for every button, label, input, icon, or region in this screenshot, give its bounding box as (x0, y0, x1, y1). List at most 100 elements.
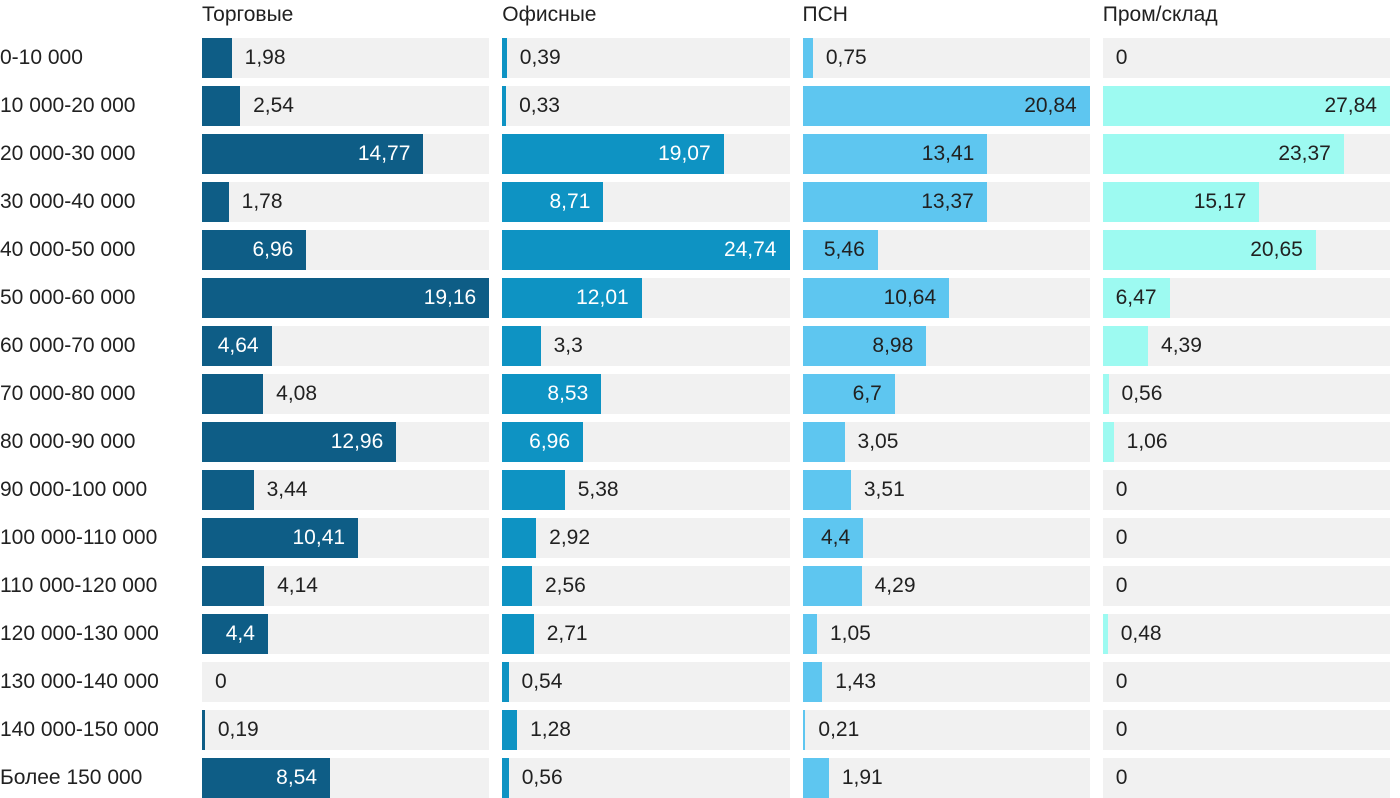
bar (802, 470, 851, 510)
bar-track: 0 (1102, 710, 1390, 750)
value-label: 2,54 (253, 94, 294, 117)
bar-track: 0 (202, 662, 490, 702)
value-label: 20,65 (1250, 238, 1303, 261)
bar-track: 13,41 (802, 134, 1090, 174)
bar (1102, 134, 1344, 174)
bar-track: 23,37 (1102, 134, 1390, 174)
value-label: 6,96 (252, 238, 294, 261)
value-label: 3,51 (863, 478, 905, 501)
value-label: 0,19 (217, 718, 259, 741)
bar-track: 0,56 (502, 758, 790, 798)
bar-track: 1,28 (502, 710, 790, 750)
column-header: Торговые (202, 3, 294, 26)
bar (802, 182, 987, 222)
bar (502, 182, 604, 222)
bar (202, 38, 232, 78)
bar-track: 0,48 (1102, 614, 1390, 654)
bar-track: 8,71 (502, 182, 790, 222)
bar (502, 326, 541, 366)
value-label: 0 (1115, 574, 1128, 597)
value-label: 10,41 (292, 526, 346, 549)
value-label: 0 (1115, 478, 1128, 501)
bar-track: 24,74 (502, 230, 790, 270)
bar (502, 38, 507, 78)
row-label: 140 000-150 000 (0, 718, 159, 741)
chart-row: 100 000-110 000 10,41 2,92 4,4 0 (0, 518, 1400, 558)
value-label: 8,53 (547, 382, 589, 405)
value-label: 1,78 (241, 190, 283, 213)
bar-track: 2,54 (202, 86, 490, 126)
bar (502, 518, 537, 558)
value-label: 6,47 (1115, 286, 1157, 309)
chart-row: 120 000-130 000 4,4 2,71 1,05 0,48 (0, 614, 1400, 654)
row-label: 120 000-130 000 (0, 622, 159, 645)
bar-track: 0 (1102, 758, 1390, 798)
bar-track: 1,78 (202, 182, 490, 222)
value-label: 0,75 (825, 46, 867, 69)
bar (802, 86, 1090, 126)
bar (202, 374, 264, 414)
chart-row: Более 150 000 8,54 0,56 1,91 0 (0, 758, 1400, 798)
bar (802, 662, 823, 702)
value-label: 20,84 (1024, 94, 1077, 117)
chart-row: 80 000-90 000 12,96 6,96 3,05 1,06 (0, 422, 1400, 462)
bar-track: 0,21 (802, 710, 1090, 750)
bar (802, 518, 864, 558)
bar-track: 2,56 (502, 566, 790, 606)
bar-track: 6,47 (1102, 278, 1390, 318)
value-label: 0 (1115, 718, 1128, 741)
bar (1102, 278, 1170, 318)
value-label: 1,98 (244, 46, 286, 69)
row-label: 90 000-100 000 (0, 478, 148, 501)
bar-track: 6,7 (802, 374, 1090, 414)
bar-track: 1,05 (802, 614, 1090, 654)
row-label: 50 000-60 000 (0, 286, 136, 309)
bar (802, 422, 845, 462)
row-label: 130 000-140 000 (0, 670, 159, 693)
bar-track: 4,4 (802, 518, 1090, 558)
bar (802, 374, 895, 414)
bar (202, 758, 331, 798)
value-label: 4,08 (276, 382, 318, 405)
bar (502, 470, 565, 510)
bar-track: 3,51 (802, 470, 1090, 510)
row-label: 80 000-90 000 (0, 430, 136, 453)
value-label: 14,77 (357, 142, 411, 165)
value-label: 0,33 (519, 94, 560, 117)
value-label: 1,05 (829, 622, 871, 645)
value-label: 3,3 (553, 334, 583, 357)
bar-track: 6,96 (202, 230, 490, 270)
value-label: 19,07 (658, 142, 711, 165)
bar (502, 86, 507, 126)
row-label: 60 000-70 000 (0, 334, 136, 357)
bar-track: 0 (1102, 470, 1390, 510)
chart-row: 50 000-60 000 19,16 12,01 10,64 6,47 (0, 278, 1400, 318)
value-label: 13,41 (921, 142, 975, 165)
bar-track: 20,84 (802, 86, 1090, 126)
bar-track: 12,01 (502, 278, 790, 318)
value-label: 5,38 (577, 478, 619, 501)
column-header: ПСН (802, 3, 848, 26)
value-label: 3,05 (857, 430, 899, 453)
row-label: 0-10 000 (0, 46, 83, 69)
value-label: 4,29 (874, 574, 916, 597)
bar-track: 8,98 (802, 326, 1090, 366)
bar (502, 374, 602, 414)
column-header: Офисные (502, 3, 597, 26)
bar-track: 0,19 (202, 710, 490, 750)
bar-track: 0,56 (1102, 374, 1390, 414)
bar (202, 86, 241, 126)
bar-track: 0 (1102, 518, 1390, 558)
bar-track: 3,3 (502, 326, 790, 366)
row-label: 20 000-30 000 (0, 142, 136, 165)
value-label: 0 (1115, 46, 1128, 69)
chart-header: Торговые Офисные ПСН Пром/склад (0, 0, 1400, 38)
value-label: 4,4 (820, 526, 851, 549)
bar (202, 614, 268, 654)
bar-track: 3,44 (202, 470, 490, 510)
value-label: 23,37 (1278, 142, 1331, 165)
bar (202, 422, 397, 462)
chart-row: 140 000-150 000 0,19 1,28 0,21 0 (0, 710, 1400, 750)
value-label: 4,39 (1161, 334, 1202, 357)
